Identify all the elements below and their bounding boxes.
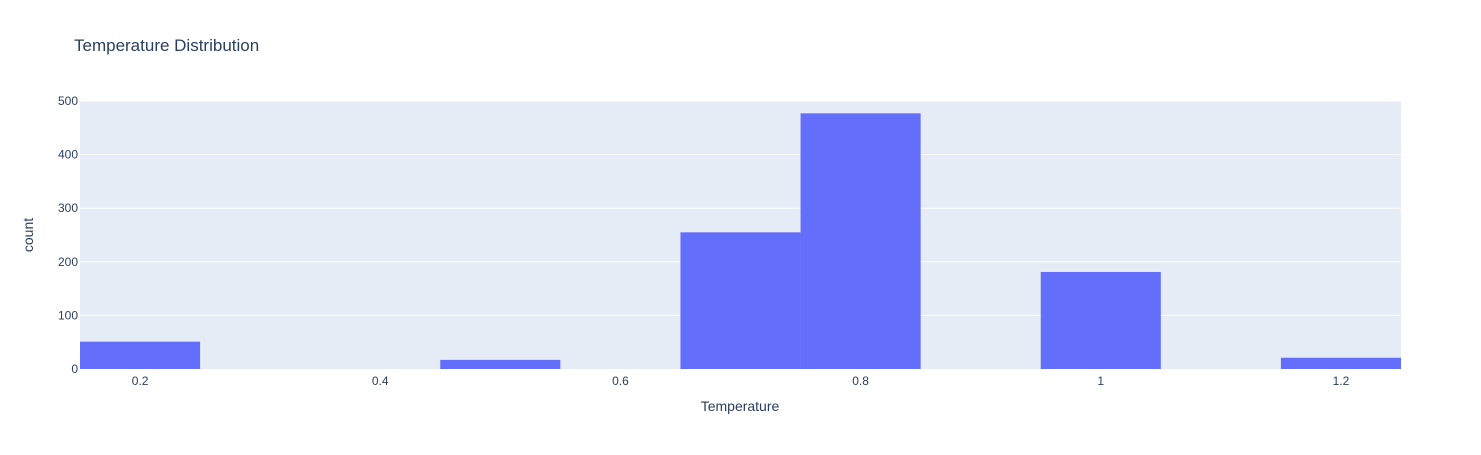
x-tick-label: 1 <box>1097 374 1104 388</box>
x-tick-label: 0.4 <box>372 374 389 388</box>
histogram-bar[interactable] <box>1040 271 1161 369</box>
histogram-bar[interactable] <box>680 232 801 369</box>
y-tick-label: 100 <box>58 308 78 322</box>
histogram-bar[interactable] <box>440 359 561 369</box>
histogram-bar[interactable] <box>800 113 921 369</box>
y-tick-label: 500 <box>58 94 78 108</box>
x-axis-ticks: 0.2 0.4 0.6 0.8 1 1.2 <box>132 374 1350 388</box>
y-tick-label: 0 <box>71 362 78 376</box>
y-tick-label: 200 <box>58 255 78 269</box>
y-tick-label: 300 <box>58 201 78 215</box>
x-tick-label: 1.2 <box>1333 374 1350 388</box>
histogram-bar[interactable] <box>80 341 201 369</box>
y-tick-label: 400 <box>58 148 78 162</box>
x-tick-label: 0.8 <box>852 374 869 388</box>
y-axis-label: count <box>20 218 36 252</box>
x-tick-label: 0.6 <box>612 374 629 388</box>
histogram-bar[interactable] <box>1280 357 1401 369</box>
chart-title: Temperature Distribution <box>74 36 259 55</box>
x-tick-label: 0.2 <box>132 374 149 388</box>
y-axis-ticks: 0 100 200 300 400 500 <box>58 94 78 376</box>
x-axis-label: Temperature <box>701 398 780 414</box>
histogram-bars <box>80 113 1401 369</box>
